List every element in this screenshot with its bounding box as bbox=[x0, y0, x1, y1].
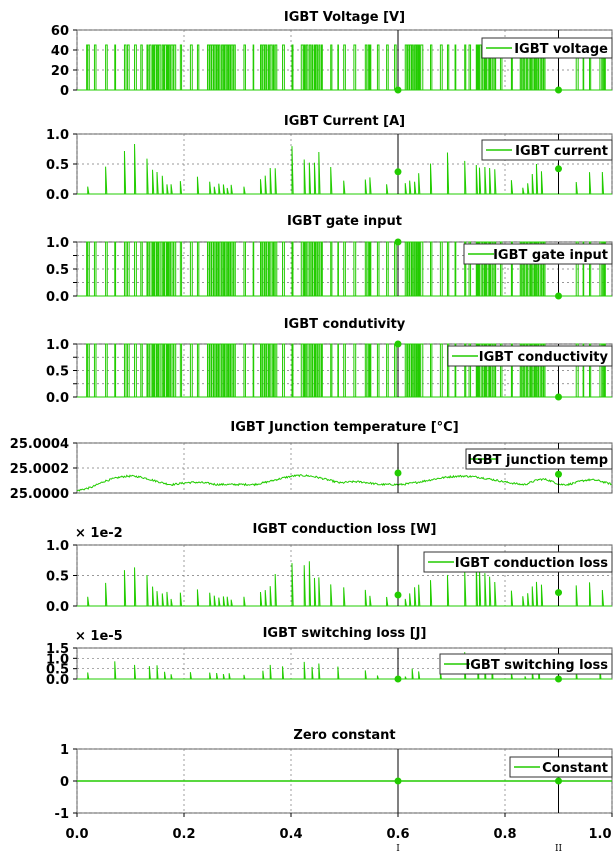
cursor-marker bbox=[555, 470, 562, 478]
x-tick-label: 1.0 bbox=[588, 827, 611, 842]
y-tick-label: 0.5 bbox=[46, 365, 69, 380]
panel-8: Zero constant -1 0 1 Constant bbox=[55, 728, 613, 822]
cursor-marker bbox=[555, 777, 562, 785]
y-tick-label: 0.5 bbox=[46, 158, 69, 173]
legend-box bbox=[481, 37, 613, 59]
legend-box bbox=[423, 551, 613, 573]
cursor-marker bbox=[394, 591, 402, 599]
y-tick-label: -1 bbox=[55, 807, 69, 822]
panel-title: IGBT conduction loss [W] bbox=[253, 522, 437, 537]
y-tick-label: 0.0 bbox=[46, 290, 69, 305]
panel-5: IGBT Junction temperature [°C] 25.0000 25.… bbox=[10, 420, 613, 502]
y-tick-label: 25.0004 bbox=[10, 437, 69, 452]
y-tick-label: 0.0 bbox=[46, 600, 69, 615]
series-line bbox=[77, 241, 612, 297]
y-tick-label: 0 bbox=[60, 84, 69, 99]
y-tick-label: 0 bbox=[60, 775, 69, 790]
y-tick-label: 0.0 bbox=[46, 188, 69, 203]
panel-4: IGBT condutivity 0.0 0.5 1.0 IGBT conductivi… bbox=[46, 317, 613, 406]
panel-7: IGBT switching loss [J] 0.00.51.01.5 × 1e-… bbox=[46, 626, 613, 688]
y-tick-label: 40 bbox=[51, 44, 69, 59]
legend-label: Constant bbox=[542, 761, 608, 776]
legend-box bbox=[465, 448, 613, 470]
x-tick-label: 0.8 bbox=[493, 827, 516, 842]
x-tick-label: 0.6 bbox=[386, 827, 409, 842]
y-tick-label: 1 bbox=[60, 743, 69, 758]
y-tick-label: 20 bbox=[51, 64, 69, 79]
legend-label: IGBT voltage bbox=[514, 42, 608, 57]
series-line bbox=[76, 474, 612, 492]
cursor-marker bbox=[555, 165, 562, 173]
y-tick-label: 25.0002 bbox=[10, 462, 69, 477]
panel-6: IGBT conduction loss [W] 0.0 0.5 1.0 × 1e-2 I… bbox=[46, 522, 613, 615]
cursor-marker bbox=[394, 469, 402, 477]
panel-title: IGBT Voltage [V] bbox=[284, 10, 405, 25]
panel-title: Zero constant bbox=[293, 728, 395, 743]
y-tick-label: 1.0 bbox=[46, 338, 69, 353]
cursor-marker bbox=[555, 292, 562, 300]
y-tick-label: 1.0 bbox=[46, 539, 69, 554]
cursor-marker bbox=[555, 393, 562, 401]
cursor-marker bbox=[555, 589, 562, 597]
y-tick-label: 0.5 bbox=[46, 570, 69, 585]
panel-1: IGBT Voltage [V] 0 20 40 60 IGBT voltage bbox=[51, 10, 613, 99]
y-tick-label: 25.0000 bbox=[10, 487, 69, 502]
legend-label: IGBT gate input bbox=[493, 248, 608, 263]
cursor-marker bbox=[394, 777, 402, 785]
y-tick-label: 0.0 bbox=[46, 391, 69, 406]
legend-box bbox=[447, 345, 613, 367]
panel-title: IGBT switching loss [J] bbox=[263, 626, 427, 641]
legend-box bbox=[463, 243, 613, 265]
legend-label: IGBT current bbox=[515, 144, 608, 159]
legend-label: IGBT conduction loss bbox=[455, 556, 608, 571]
y-tick-label: 1.0 bbox=[46, 128, 69, 143]
panel-title: IGBT gate input bbox=[287, 214, 402, 229]
legend-box bbox=[509, 756, 613, 778]
cursor-marker bbox=[394, 675, 402, 683]
cursor-label: I bbox=[396, 844, 400, 854]
y-tick-label: 0.5 bbox=[46, 663, 69, 678]
cursor-marker bbox=[555, 675, 562, 683]
legend-box bbox=[439, 653, 613, 675]
y-multiplier: × 1e-5 bbox=[75, 629, 123, 644]
legend-label: IGBT switching loss bbox=[465, 658, 608, 673]
panel-2: IGBT Current [A] 0.0 0.5 1.0 IGBT current bbox=[46, 114, 613, 203]
x-tick-label: 0.0 bbox=[65, 827, 88, 842]
cursor-marker bbox=[394, 238, 402, 246]
x-tick-label: 0.2 bbox=[172, 827, 195, 842]
y-tick-label: 60 bbox=[51, 24, 69, 39]
legend-label: IGBT conductivity bbox=[479, 350, 609, 365]
cursor-marker bbox=[394, 86, 402, 94]
cursor-marker bbox=[555, 86, 562, 94]
panel-3: IGBT gate input 0.0 0.5 1.0 IGBT gate input bbox=[46, 214, 613, 305]
panel-title: IGBT Current [A] bbox=[284, 114, 405, 129]
y-tick-label: 1.5 bbox=[46, 642, 69, 657]
y-tick-label: 0.5 bbox=[46, 263, 69, 278]
y-tick-label: 0.0 bbox=[46, 673, 69, 688]
series-line bbox=[77, 561, 612, 607]
y-tick-label: 1.0 bbox=[46, 236, 69, 251]
legend-label: IGBT junction temp bbox=[467, 453, 608, 468]
legend-box bbox=[481, 139, 613, 161]
panel-title: IGBT condutivity bbox=[284, 317, 406, 332]
cursor-marker bbox=[394, 168, 402, 176]
x-tick-label: 0.4 bbox=[279, 827, 302, 842]
cursor-marker bbox=[394, 340, 402, 348]
cursor-label: II bbox=[555, 844, 563, 854]
y-multiplier: × 1e-2 bbox=[75, 526, 123, 541]
series-line bbox=[77, 343, 612, 398]
panel-title: IGBT Junction temperature [°C] bbox=[230, 420, 458, 435]
y-tick-label: 1.0 bbox=[46, 652, 69, 667]
series-line bbox=[77, 143, 612, 195]
